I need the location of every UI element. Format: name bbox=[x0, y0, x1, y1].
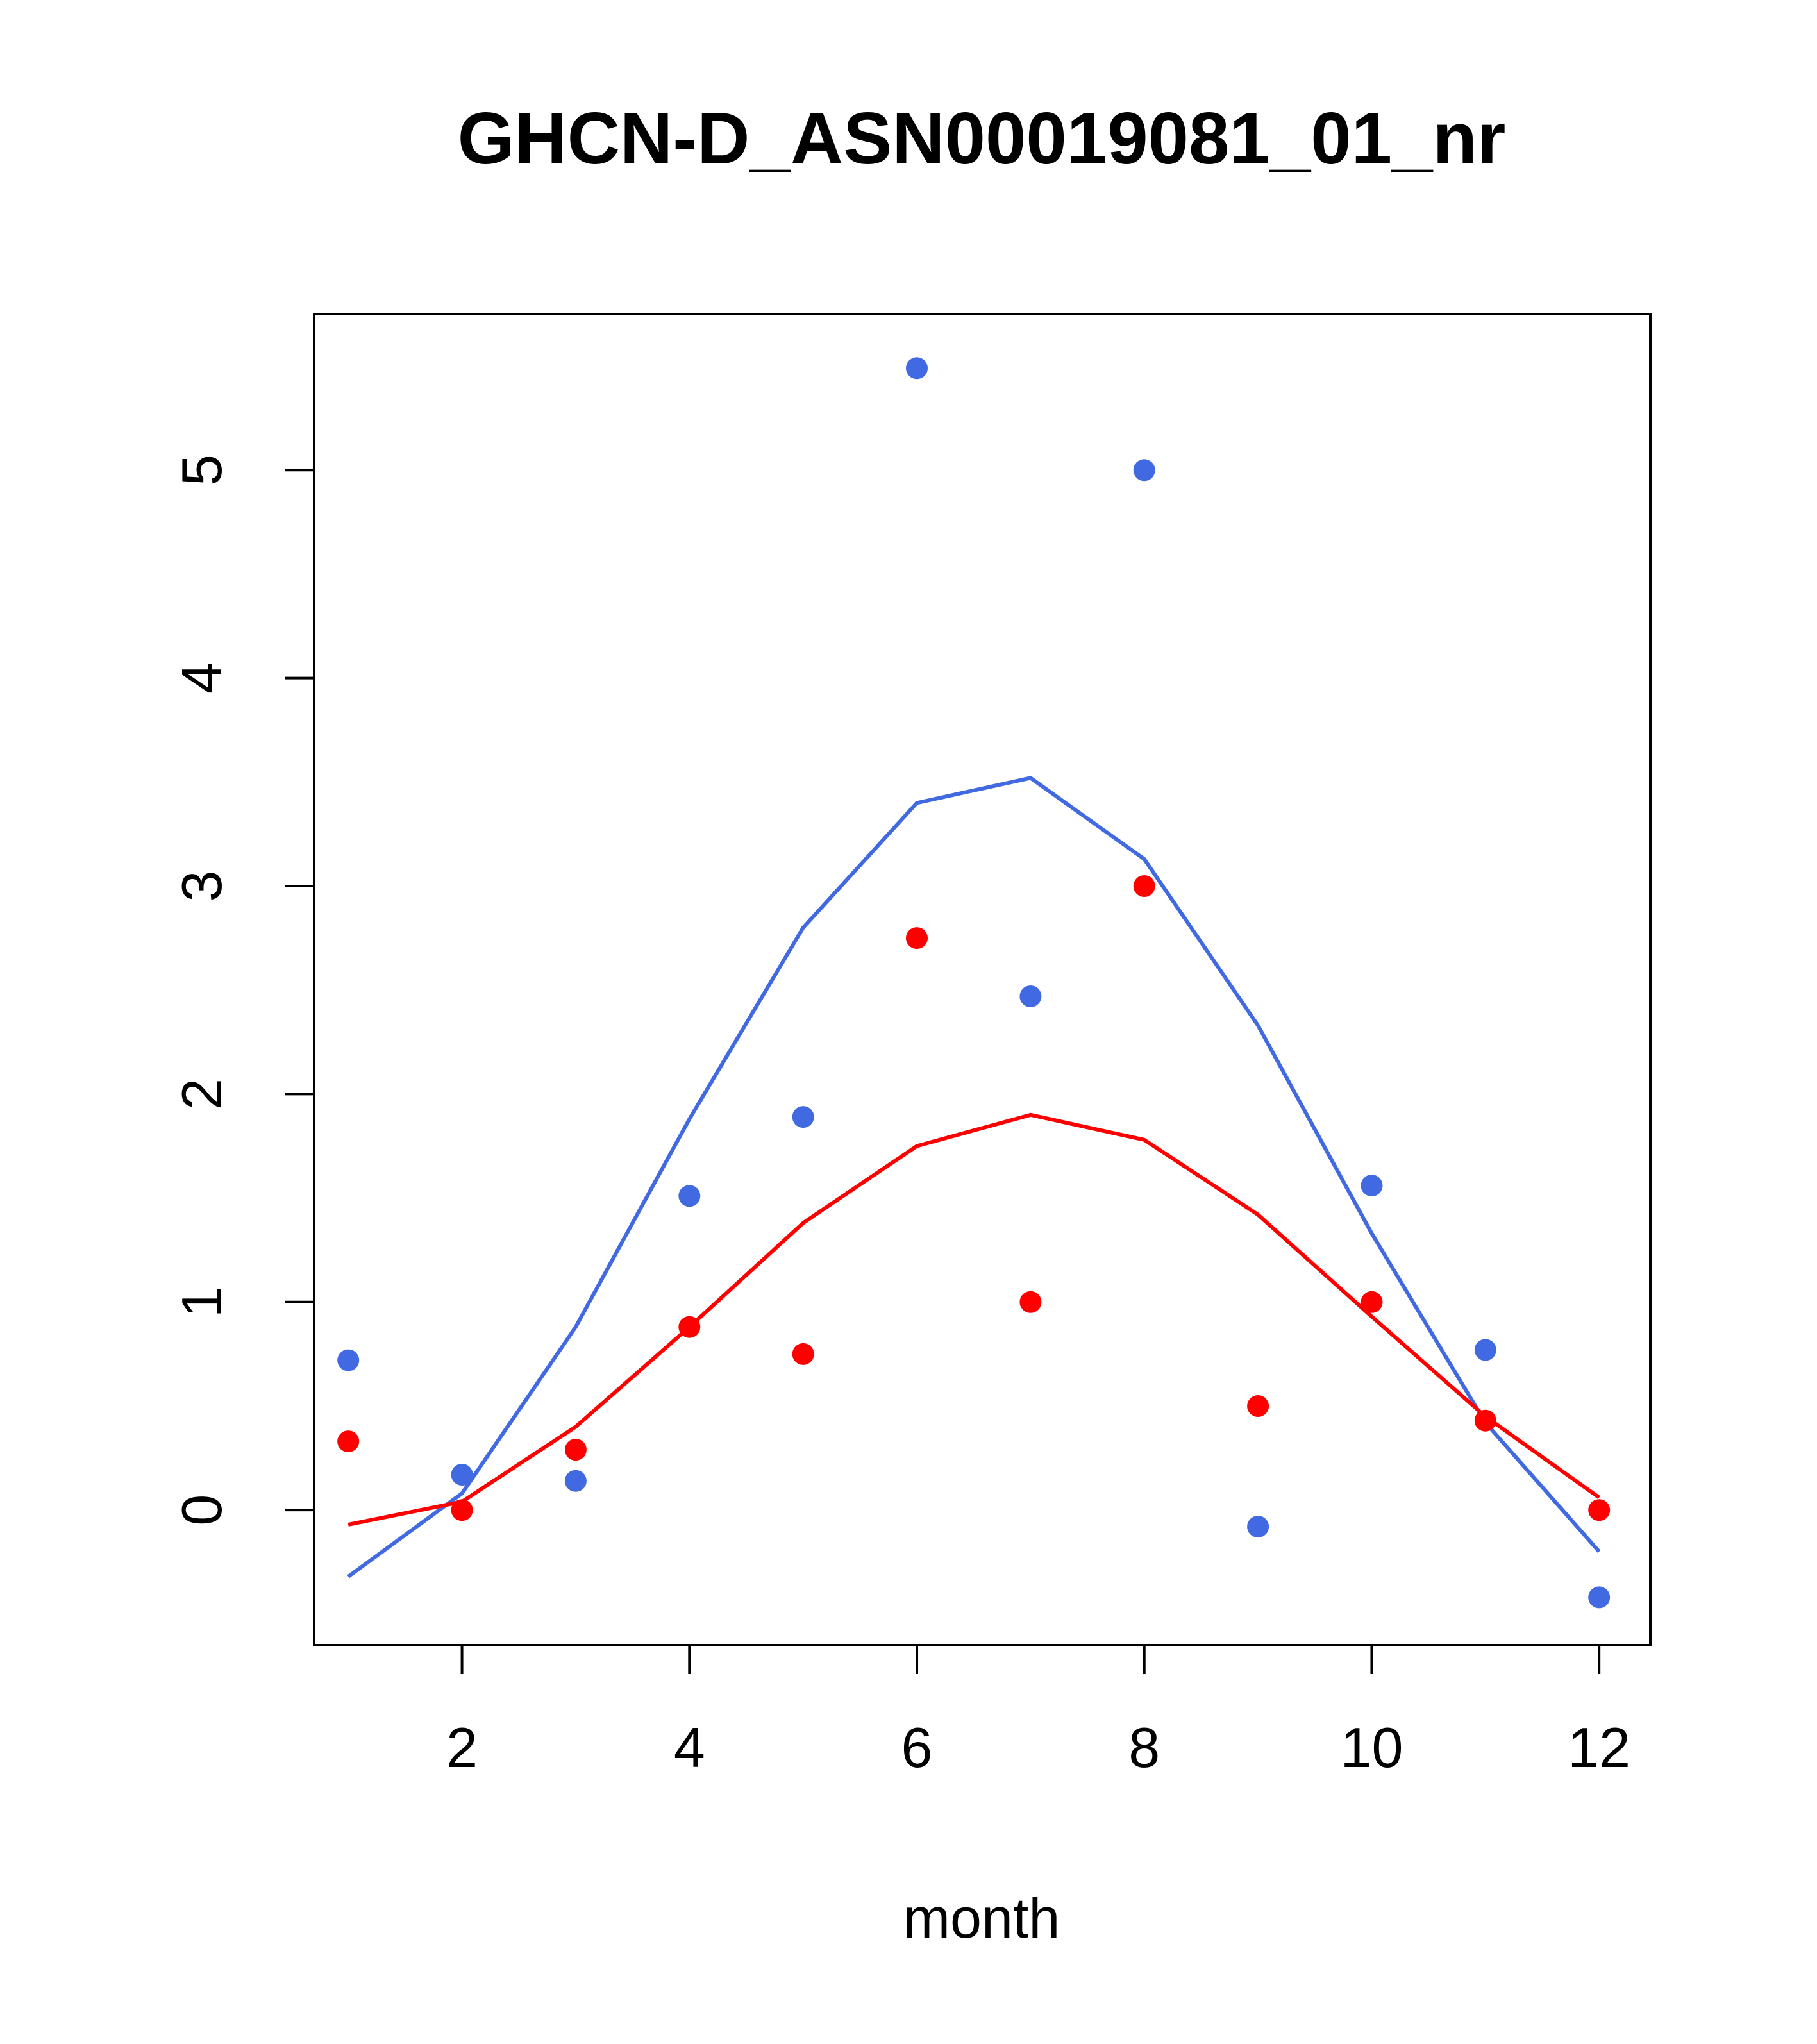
series-1-point bbox=[906, 357, 928, 380]
series-1-line bbox=[347, 776, 1601, 1579]
x-tick-label: 12 bbox=[1568, 1716, 1630, 1779]
series-1-point bbox=[451, 1464, 473, 1486]
series-2-point bbox=[1133, 875, 1155, 897]
x-tick-label: 4 bbox=[674, 1716, 705, 1779]
y-tick-label: 2 bbox=[170, 1078, 233, 1110]
y-tick-label: 5 bbox=[170, 455, 233, 486]
series-1-point bbox=[1361, 1175, 1383, 1197]
series-1-point bbox=[792, 1106, 814, 1128]
y-axis: 0 1 2 3 4 5 bbox=[170, 455, 315, 1526]
x-tick-label: 2 bbox=[446, 1716, 478, 1779]
series-2-point bbox=[1247, 1395, 1269, 1417]
x-axis: 2 4 6 8 10 12 bbox=[446, 1644, 1630, 1779]
series-1-point bbox=[1019, 985, 1042, 1007]
series-1-point bbox=[1133, 459, 1155, 482]
y-tick-label: 1 bbox=[170, 1286, 233, 1318]
series-2-point bbox=[337, 1430, 360, 1453]
x-tick-label: 10 bbox=[1341, 1716, 1403, 1779]
y-tick-label: 4 bbox=[170, 662, 233, 694]
x-tick-label: 6 bbox=[901, 1716, 933, 1779]
series-1-point bbox=[564, 1470, 587, 1492]
series-2-point bbox=[1588, 1499, 1611, 1521]
chart-title: GHCN-D_ASN00019081_01_nr bbox=[458, 98, 1506, 180]
series-2-point bbox=[1361, 1291, 1383, 1313]
x-tick-label: 8 bbox=[1128, 1716, 1160, 1779]
series-1-point bbox=[1474, 1339, 1496, 1361]
series-2-point bbox=[564, 1439, 587, 1461]
series-2-point bbox=[1019, 1291, 1042, 1313]
y-tick-label: 3 bbox=[170, 871, 233, 902]
series-1-point bbox=[678, 1185, 701, 1207]
series-1-point bbox=[1588, 1586, 1611, 1609]
series-1-point bbox=[1247, 1516, 1269, 1538]
x-axis-label: month bbox=[903, 1886, 1060, 1950]
plot-frame bbox=[313, 313, 1652, 1646]
series-2-line bbox=[347, 1112, 1600, 1527]
series-1-point bbox=[337, 1349, 360, 1371]
series-2-point bbox=[1474, 1409, 1496, 1432]
series-2-point bbox=[792, 1343, 814, 1365]
y-tick-label: 0 bbox=[170, 1495, 233, 1526]
series-2-point bbox=[451, 1499, 473, 1521]
series-2-point bbox=[678, 1316, 701, 1338]
plot-area bbox=[337, 357, 1611, 1609]
series-2-point bbox=[906, 927, 928, 950]
